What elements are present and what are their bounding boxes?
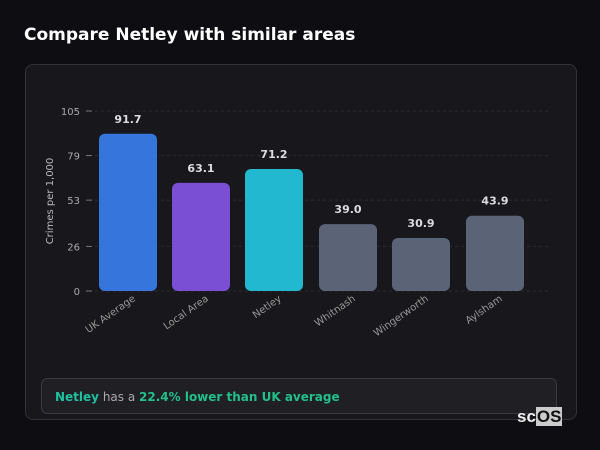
bar-wingerworth [392, 238, 450, 291]
bar-netley [245, 168, 303, 291]
insight-highlight: 22.4% lower than UK average [139, 390, 340, 404]
data-label: 30.9 [407, 217, 434, 230]
y-axis-label: Crimes per 1,000 [45, 158, 56, 245]
page-title: Compare Netley with similar areas [24, 25, 356, 45]
insight-box: Netley has a 22.4% lower than UK average [41, 378, 557, 414]
bar-local-area [172, 182, 230, 291]
logo-prefix: sc [517, 407, 536, 426]
x-tick-label: Local Area [162, 293, 211, 332]
logo-box: OS [535, 407, 563, 426]
insight-area: Netley [55, 390, 99, 404]
y-tick-label: 53 [67, 196, 80, 207]
x-tick-label: Netley [251, 293, 284, 321]
x-tick-label: Aylsham [464, 293, 505, 326]
data-label: 43.9 [481, 195, 508, 208]
bar-uk-average [99, 133, 157, 291]
x-tick-label: UK Average [84, 293, 138, 335]
data-label: 71.2 [260, 148, 287, 161]
insight-text: has a [99, 390, 140, 404]
bar-aylsham [466, 215, 524, 291]
x-tick-label: Whitnash [313, 293, 358, 329]
y-tick-label: 26 [67, 242, 80, 253]
x-tick-label: Wingerworth [372, 293, 431, 339]
data-label: 91.7 [114, 113, 141, 126]
logo: scOS [517, 407, 563, 427]
y-tick-label: 0 [74, 287, 80, 298]
y-tick-label: 105 [61, 107, 80, 118]
data-label: 63.1 [187, 162, 214, 175]
data-label: 39.0 [334, 203, 361, 216]
bar-whitnash [319, 224, 377, 291]
y-tick-label: 79 [67, 152, 80, 163]
